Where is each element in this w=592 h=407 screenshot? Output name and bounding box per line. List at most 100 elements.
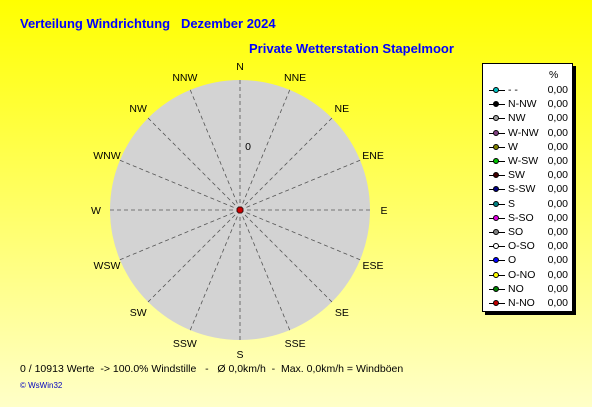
- legend-label: SW: [508, 169, 525, 182]
- direction-label-e: E: [380, 205, 387, 217]
- direction-label-sw: SW: [130, 307, 147, 319]
- legend-label: O: [508, 254, 517, 267]
- legend-dot-icon: [493, 271, 499, 278]
- spoke-wsw: [119, 209, 241, 261]
- legend-dot-icon: [493, 186, 499, 193]
- radial-tick-label: 0: [245, 141, 251, 153]
- direction-label-s: S: [236, 349, 243, 361]
- rose-center-marker: [236, 206, 244, 214]
- legend-label: S-SO: [508, 211, 534, 224]
- legend-dot-icon: [493, 101, 499, 108]
- legend-value: 0,00: [547, 254, 568, 267]
- legend-entry: N-NW 0,00: [483, 98, 572, 112]
- spoke-se: [239, 209, 333, 303]
- chart-subtitle: Private Wetterstation Stapelmoor: [249, 41, 454, 56]
- spoke-ese: [239, 209, 361, 261]
- legend-value: 0,00: [547, 240, 568, 253]
- legend-entry: - - 0,00: [483, 84, 572, 98]
- legend-value: 0,00: [547, 98, 568, 111]
- direction-label-ne: NE: [335, 103, 350, 115]
- legend-entry: W 0,00: [483, 141, 572, 155]
- spoke-nnw: [189, 89, 241, 211]
- spoke-ne: [239, 117, 333, 211]
- legend-dot-icon: [493, 143, 499, 150]
- legend-entry: S-SW 0,00: [483, 183, 572, 197]
- legend-label: N-NO: [508, 297, 535, 309]
- direction-label-wnw: WNW: [93, 150, 120, 162]
- legend-dot-icon: [493, 87, 499, 93]
- spoke-nne: [239, 89, 291, 211]
- legend-value: 0,00: [547, 211, 568, 224]
- spoke-nw: [147, 117, 241, 211]
- legend-dot-icon: [493, 243, 499, 250]
- legend-entry: O-SO 0,00: [483, 240, 572, 254]
- legend-value: 0,00: [547, 282, 568, 295]
- direction-label-w: W: [91, 205, 101, 217]
- legend-label: W: [508, 140, 518, 153]
- legend-label: W-NW: [508, 126, 539, 139]
- chart-title: Verteilung Windrichtung Dezember 2024: [20, 16, 276, 31]
- legend: % - -0,00 N-NW 0,00 NW 0,00 W-NW 0,00 W 0,00 W-SW…: [482, 63, 573, 312]
- legend-dot-icon: [493, 257, 499, 264]
- legend-value: 0,00: [547, 183, 568, 196]
- legend-label: W-SW: [508, 155, 539, 167]
- spoke-ene: [239, 159, 361, 211]
- legend-entry: W-NW 0,00: [483, 127, 572, 141]
- legend-entry: S 0,00: [483, 198, 572, 212]
- legend-value: 0,00: [547, 268, 568, 281]
- direction-label-ene: ENE: [362, 150, 384, 162]
- direction-label-n: N: [236, 61, 244, 73]
- legend-dot-icon: [493, 200, 499, 207]
- direction-label-ssw: SSW: [173, 338, 197, 350]
- legend-label: - -: [508, 84, 518, 96]
- direction-label-nne: NNE: [284, 72, 306, 84]
- legend-label: S-SW: [508, 183, 536, 196]
- legend-dot-icon: [493, 158, 499, 164]
- legend-dot-icon: [493, 285, 499, 292]
- legend-entry: SW 0,00: [483, 169, 572, 183]
- legend-dot-icon: [493, 172, 499, 179]
- legend-value: 0,00: [547, 197, 568, 210]
- legend-value: 0,00: [547, 112, 568, 125]
- legend-dot-icon: [493, 300, 499, 306]
- legend-value: 0,00: [547, 126, 568, 139]
- spoke-ssw: [189, 209, 241, 331]
- spoke-wnw: [119, 159, 241, 211]
- legend-entry: SO 0,00: [483, 226, 572, 240]
- legend-entry: NO 0,00: [483, 283, 572, 297]
- legend-entry: W-SW 0,00: [483, 155, 572, 169]
- legend-value: 0,00: [547, 155, 568, 167]
- legend-dot-icon: [493, 214, 499, 221]
- legend-label: NW: [508, 112, 526, 125]
- legend-label: S: [508, 197, 516, 210]
- legend-label: O-NO: [508, 268, 536, 281]
- legend-label: N-NW: [508, 98, 537, 111]
- legend-label: NO: [508, 282, 524, 295]
- legend-value: 0,00: [547, 169, 568, 182]
- legend-entry: NW 0,00: [483, 112, 572, 126]
- legend-value: 0,00: [547, 140, 568, 153]
- legend-label: SO: [508, 226, 524, 238]
- direction-label-wsw: WSW: [94, 260, 121, 272]
- legend-label: O-SO: [508, 240, 535, 253]
- direction-label-ese: ESE: [363, 260, 384, 272]
- legend-dot-icon: [493, 129, 499, 136]
- legend-header: %: [549, 69, 559, 81]
- legend-entry: N-NO 0,00: [483, 297, 572, 311]
- software-credit: © WsWin32: [20, 381, 63, 390]
- legend-dot-icon: [493, 229, 499, 235]
- direction-label-se: SE: [335, 307, 349, 319]
- direction-label-sse: SSE: [285, 338, 306, 350]
- legend-entry: O 0,00: [483, 254, 572, 268]
- spoke-sse: [239, 209, 291, 331]
- footer-summary: 0 / 10913 Werte -> 100.0% Windstille - Ø…: [20, 363, 404, 375]
- legend-value: 0,00: [547, 297, 568, 309]
- spoke-sw: [147, 209, 241, 303]
- direction-label-nnw: NNW: [172, 72, 197, 84]
- legend-dot-icon: [493, 115, 499, 122]
- legend-entry: O-NO 0,00: [483, 269, 572, 283]
- legend-value: 0,00: [547, 84, 568, 96]
- legend-value: 0,00: [547, 226, 568, 238]
- direction-label-nw: NW: [129, 103, 147, 115]
